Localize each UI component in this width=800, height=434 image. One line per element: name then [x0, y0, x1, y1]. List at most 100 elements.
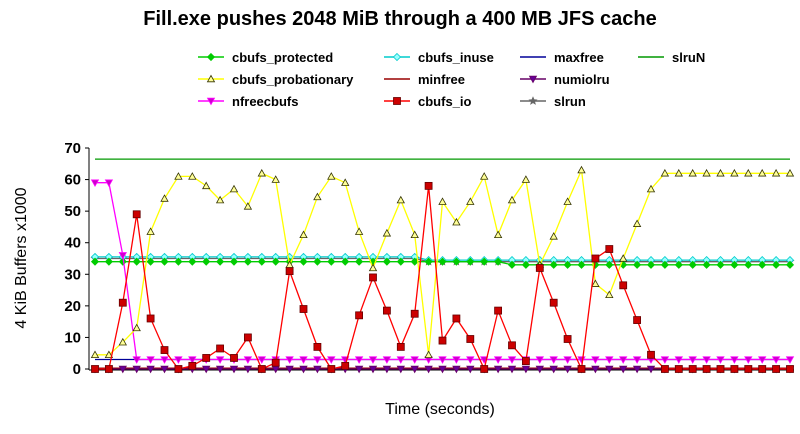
- data-point-nfreecbufs: [744, 356, 753, 364]
- data-point-cbufs-protected: [299, 257, 308, 266]
- data-point-numiolru: [313, 365, 322, 374]
- series-line-nfreecbufs: [95, 182, 790, 361]
- data-point-nfreecbufs: [299, 356, 308, 364]
- data-point-cbufs-probationary: [438, 197, 447, 205]
- data-point-cbufs-protected: [313, 257, 322, 266]
- data-point-cbufs-protected: [396, 257, 405, 266]
- data-point-cbufs-protected: [146, 257, 155, 266]
- data-point-nfreecbufs: [758, 356, 767, 364]
- legend-item-slrun: slrun: [520, 94, 586, 109]
- data-point-cbufs-io: [549, 298, 558, 307]
- data-point-numiolru: [521, 365, 531, 374]
- data-point-cbufs-io: [216, 344, 225, 353]
- y-tick-label: 30: [64, 266, 81, 283]
- data-point-nfreecbufs: [591, 356, 600, 364]
- data-point-nfreecbufs: [438, 356, 447, 364]
- data-point-numiolru: [160, 365, 169, 374]
- data-point-cbufs-io: [452, 314, 461, 323]
- data-point-numiolru: [382, 365, 392, 374]
- data-point-cbufs-io: [355, 311, 364, 320]
- legend-label-cbufs-inuse: cbufs_inuse: [418, 50, 494, 65]
- data-point-nfreecbufs: [660, 356, 670, 364]
- data-point-cbufs-protected: [438, 257, 447, 266]
- y-tick-label: 0: [73, 361, 81, 378]
- data-point-cbufs-io: [605, 245, 614, 253]
- legend-label-cbufs-protected: cbufs_protected: [232, 50, 333, 65]
- data-point-cbufs-protected: [188, 257, 197, 266]
- data-point-cbufs-protected: [452, 257, 461, 266]
- data-point-numiolru: [299, 365, 308, 374]
- data-point-cbufs-io: [174, 365, 183, 373]
- data-point-numiolru: [452, 365, 461, 374]
- data-point-cbufs-probationary: [424, 350, 433, 358]
- legend-item-nfreecbufs: nfreecbufs: [198, 94, 298, 109]
- data-point-cbufs-probationary: [591, 279, 600, 287]
- data-point-cbufs-probationary: [202, 181, 211, 190]
- data-point-numiolru: [215, 365, 225, 374]
- data-point-nfreecbufs: [146, 356, 155, 364]
- chart-title: Fill.exe pushes 2048 MiB through a 400 M…: [143, 8, 657, 30]
- data-point-cbufs-io: [591, 254, 600, 263]
- data-point-cbufs-protected: [605, 260, 614, 269]
- legend-marker-cbufs-inuse: [392, 52, 402, 62]
- data-point-cbufs-probationary: [313, 192, 322, 201]
- data-point-cbufs-protected: [716, 260, 725, 269]
- series-nfreecbufs: [90, 179, 795, 364]
- data-point-cbufs-io: [702, 365, 711, 373]
- data-point-cbufs-probationary: [632, 219, 642, 227]
- data-point-cbufs-protected: [216, 257, 225, 266]
- data-point-cbufs-io: [327, 365, 336, 373]
- data-point-nfreecbufs: [327, 356, 336, 364]
- data-point-cbufs-io: [271, 358, 280, 367]
- data-point-cbufs-protected: [549, 260, 558, 269]
- data-point-cbufs-io: [535, 264, 544, 272]
- data-point-cbufs-probationary: [160, 194, 169, 202]
- data-point-cbufs-probationary: [771, 168, 781, 177]
- legend-label-nfreecbufs: nfreecbufs: [232, 94, 298, 109]
- data-point-cbufs-protected: [702, 260, 711, 269]
- data-point-nfreecbufs: [132, 356, 141, 364]
- legend-item-numiolru: numiolru: [520, 72, 610, 87]
- data-point-cbufs-probationary: [215, 195, 225, 204]
- data-point-cbufs-probationary: [104, 350, 114, 358]
- legend-item-cbufs-probationary: cbufs_probationary: [198, 72, 354, 87]
- data-point-cbufs-probationary: [90, 350, 100, 358]
- data-point-cbufs-probationary: [549, 232, 558, 240]
- data-point-cbufs-probationary: [354, 227, 364, 235]
- data-point-cbufs-io: [661, 365, 669, 373]
- y-axis-ticks: 0 10 20 30 40 50 60 70: [64, 140, 89, 378]
- data-point-nfreecbufs: [535, 356, 544, 364]
- data-point-cbufs-probationary: [646, 184, 656, 193]
- legend-item-slrun: slruN: [638, 50, 705, 65]
- data-point-cbufs-io: [313, 342, 322, 351]
- legend-marker-numiolru: [528, 75, 538, 84]
- data-point-cbufs-probationary: [327, 172, 336, 180]
- data-point-nfreecbufs: [90, 179, 100, 188]
- data-point-nfreecbufs: [313, 356, 322, 364]
- data-point-cbufs-io: [230, 354, 238, 362]
- data-point-cbufs-io: [563, 335, 572, 343]
- data-point-cbufs-io: [202, 354, 211, 362]
- data-point-cbufs-probationary: [702, 168, 711, 177]
- data-point-cbufs-probationary: [146, 227, 155, 235]
- data-point-cbufs-protected: [466, 257, 475, 266]
- data-point-cbufs-probationary: [605, 290, 614, 299]
- data-point-cbufs-probationary: [368, 263, 378, 272]
- data-point-cbufs-protected: [229, 257, 239, 266]
- data-point-cbufs-probationary: [257, 168, 266, 177]
- data-point-numiolru: [549, 365, 558, 374]
- data-point-cbufs-probationary: [396, 195, 405, 204]
- legend-marker-cbufs-protected: [206, 52, 216, 62]
- data-point-cbufs-protected: [382, 257, 391, 266]
- y-tick-label: 60: [64, 172, 81, 189]
- data-point-numiolru: [132, 365, 141, 374]
- data-point-numiolru: [410, 365, 419, 374]
- data-point-cbufs-io: [716, 365, 725, 373]
- legend-marker-nfreecbufs: [206, 97, 216, 106]
- data-point-cbufs-protected: [772, 260, 781, 269]
- data-point-cbufs-protected: [577, 260, 586, 269]
- data-point-cbufs-probationary: [507, 195, 517, 204]
- data-point-cbufs-io: [91, 365, 99, 373]
- data-point-nfreecbufs: [243, 356, 253, 364]
- data-point-nfreecbufs: [466, 356, 475, 364]
